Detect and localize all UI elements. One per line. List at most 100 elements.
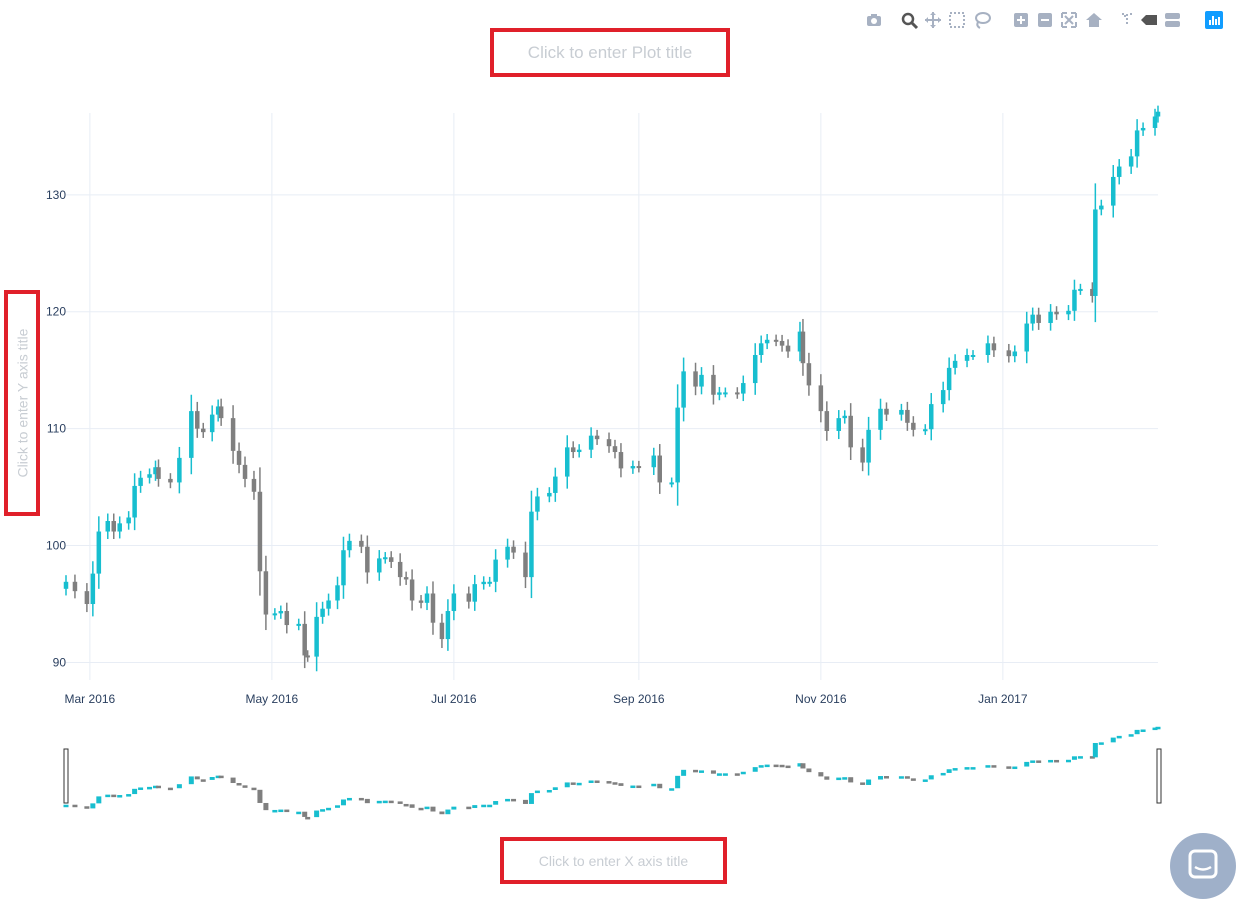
candle-increasing[interactable] <box>946 357 952 401</box>
candle-decreasing[interactable] <box>418 595 424 609</box>
candle-decreasing[interactable] <box>302 611 307 669</box>
range-slider-right-handle[interactable] <box>1156 748 1162 804</box>
candle-decreasing[interactable] <box>1036 307 1041 330</box>
candle-increasing[interactable] <box>564 435 570 489</box>
candle-decreasing[interactable] <box>1090 282 1095 303</box>
candle-increasing[interactable] <box>1128 148 1134 174</box>
candle-decreasing[interactable] <box>848 403 853 460</box>
candle-increasing[interactable] <box>1030 307 1035 331</box>
candle-decreasing[interactable] <box>905 401 910 431</box>
candle-decreasing[interactable] <box>911 416 916 437</box>
candle-decreasing[interactable] <box>735 387 740 399</box>
candle-decreasing[interactable] <box>511 540 516 559</box>
plot-title[interactable]: Click to enter Plot title <box>490 28 730 77</box>
candle-decreasing[interactable] <box>236 442 242 474</box>
zoom-button[interactable] <box>899 10 919 30</box>
candle-increasing[interactable] <box>1134 119 1140 168</box>
range-slider[interactable] <box>63 726 1162 820</box>
candle-increasing[interactable] <box>341 536 346 599</box>
candle-increasing[interactable] <box>189 394 194 475</box>
candle-increasing[interactable] <box>1012 345 1018 363</box>
candle-increasing[interactable] <box>138 470 143 493</box>
candle-decreasing[interactable] <box>168 473 173 489</box>
candle-increasing[interactable] <box>764 334 770 350</box>
candle-increasing[interactable] <box>985 335 991 363</box>
plotly-logo-button[interactable] <box>1204 10 1224 30</box>
candle-increasing[interactable] <box>741 375 746 402</box>
candle-decreasing[interactable] <box>657 444 662 494</box>
candle-decreasing[interactable] <box>218 398 224 426</box>
candle-decreasing[interactable] <box>612 439 618 459</box>
candle-increasing[interactable] <box>126 511 131 530</box>
candle-increasing[interactable] <box>928 393 934 441</box>
candle-increasing[interactable] <box>836 410 842 440</box>
home-button[interactable] <box>1084 10 1104 30</box>
candle-decreasing[interactable] <box>636 460 642 473</box>
candle-increasing[interactable] <box>451 584 457 621</box>
candle-increasing[interactable] <box>382 552 388 564</box>
candle-decreasing[interactable] <box>72 574 78 599</box>
candle-increasing[interactable] <box>335 576 340 610</box>
candle-increasing[interactable] <box>117 516 122 539</box>
candle-decreasing[interactable] <box>824 401 830 441</box>
candle-increasing[interactable] <box>878 398 883 440</box>
candle-increasing[interactable] <box>535 487 540 521</box>
candle-decreasing[interactable] <box>242 456 248 488</box>
candle-increasing[interactable] <box>970 350 976 360</box>
candle-increasing[interactable] <box>1140 122 1146 136</box>
candle-increasing[interactable] <box>923 424 928 435</box>
candle-increasing[interactable] <box>505 538 510 568</box>
candle-increasing[interactable] <box>752 343 758 395</box>
candle-increasing[interactable] <box>758 335 764 363</box>
candle-increasing[interactable] <box>377 550 382 581</box>
candle-decreasing[interactable] <box>439 613 445 649</box>
hover-compare-button[interactable] <box>1162 10 1182 30</box>
candle-increasing[interactable] <box>1066 305 1071 321</box>
candle-decreasing[interactable] <box>570 441 576 459</box>
zoom-out-button[interactable] <box>1035 10 1055 30</box>
candle-decreasing[interactable] <box>365 535 370 584</box>
range-slider-left-handle[interactable] <box>63 748 69 804</box>
candle-increasing[interactable] <box>1116 159 1122 185</box>
candle-increasing[interactable] <box>147 468 152 484</box>
candle-decreasing[interactable] <box>156 459 161 487</box>
candle-increasing[interactable] <box>553 467 558 502</box>
candle-decreasing[interactable] <box>693 362 698 396</box>
candle-decreasing[interactable] <box>430 581 436 635</box>
candle-increasing[interactable] <box>177 446 182 494</box>
candle-increasing[interactable] <box>842 410 847 424</box>
candle-decreasing[interactable] <box>84 583 90 613</box>
candle-increasing[interactable] <box>472 574 478 611</box>
candle-increasing[interactable] <box>320 601 325 624</box>
candle-increasing[interactable] <box>445 599 451 651</box>
candle-decreasing[interactable] <box>594 429 600 445</box>
chat-launcher-button[interactable] <box>1170 833 1236 899</box>
hover-closest-button[interactable] <box>1139 10 1159 30</box>
candle-decreasing[interactable] <box>806 352 812 396</box>
candle-decreasing[interactable] <box>403 571 409 585</box>
candle-decreasing[interactable] <box>397 553 403 586</box>
candle-increasing[interactable] <box>547 487 552 503</box>
candle-increasing[interactable] <box>717 386 722 401</box>
candle-increasing[interactable] <box>296 618 301 631</box>
candle-increasing[interactable] <box>1110 165 1116 218</box>
candle-decreasing[interactable] <box>409 569 415 611</box>
candle-increasing[interactable] <box>63 575 69 596</box>
candle-decreasing[interactable] <box>884 402 889 421</box>
candle-increasing[interactable] <box>424 586 430 611</box>
candle-increasing[interactable] <box>529 490 534 599</box>
candle-decreasing[interactable] <box>818 374 824 423</box>
candle-increasing[interactable] <box>576 444 582 458</box>
candle-increasing[interactable] <box>669 477 674 488</box>
camera-button[interactable] <box>864 10 884 30</box>
candle-increasing[interactable] <box>1072 279 1077 321</box>
y-axis-title[interactable]: Click to enter Y axis title <box>4 290 40 516</box>
candle-decreasing[interactable] <box>257 467 263 596</box>
candle-decreasing[interactable] <box>523 541 528 589</box>
candle-increasing[interactable] <box>132 473 137 531</box>
candle-increasing[interactable] <box>964 348 970 368</box>
candle-decreasing[interactable] <box>860 438 865 472</box>
candle-increasing[interactable] <box>797 321 803 362</box>
candle-decreasing[interactable] <box>251 470 257 500</box>
candle-decreasing[interactable] <box>284 602 290 634</box>
